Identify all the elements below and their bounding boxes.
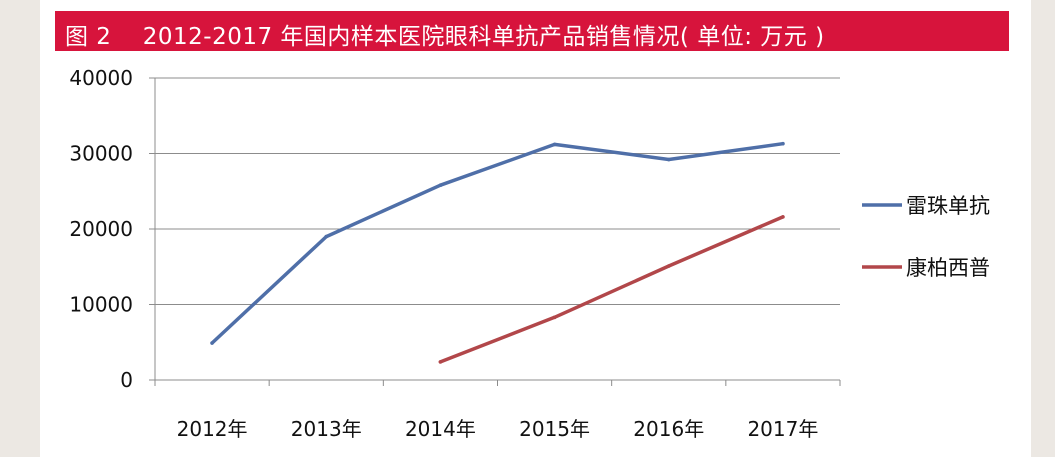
y-tick-label: 10000 [69, 293, 133, 317]
data-point [438, 183, 443, 188]
x-tick-label: 2017年 [747, 417, 818, 441]
data-point [324, 234, 329, 239]
x-axis-ticks: 2012年 2013年 2014年 2015年 2016年 2017年 [177, 417, 819, 441]
legend-label: 康柏西普 [906, 256, 990, 280]
data-point [781, 141, 785, 146]
chart-title: 图 2 2012-2017 年国内样本医院眼科单抗产品销售情况( 单位: 万元 … [65, 24, 825, 50]
x-tick-label: 2012年 [177, 417, 248, 441]
data-point [781, 215, 785, 219]
right-margin-band [1031, 0, 1055, 457]
y-tick-label: 30000 [69, 142, 133, 166]
data-point [552, 315, 557, 320]
data-point [666, 157, 671, 162]
x-tick-label: 2015年 [519, 417, 590, 441]
data-point [666, 264, 671, 268]
y-axis-ticks: 0 10000 20000 30000 40000 [69, 66, 133, 392]
series-line-1 [210, 141, 785, 345]
y-tick-label: 40000 [69, 66, 133, 90]
data-point [210, 341, 214, 345]
x-tick-label: 2014年 [405, 417, 476, 441]
legend-label: 雷珠单抗 [906, 194, 990, 218]
axes [149, 77, 841, 386]
x-tick-label: 2016年 [633, 417, 704, 441]
left-margin-band [0, 0, 40, 457]
y-tick-label: 20000 [69, 217, 133, 241]
series-lines [210, 141, 785, 364]
x-tick-label: 2013年 [291, 417, 362, 441]
title-bar: 图 2 2012-2017 年国内样本医院眼科单抗产品销售情况( 单位: 万元 … [55, 11, 1009, 51]
series-line-2 [438, 215, 785, 364]
data-point [438, 360, 443, 364]
grid-lines [155, 77, 840, 305]
y-tick-label: 0 [120, 368, 133, 392]
data-point [552, 142, 557, 147]
